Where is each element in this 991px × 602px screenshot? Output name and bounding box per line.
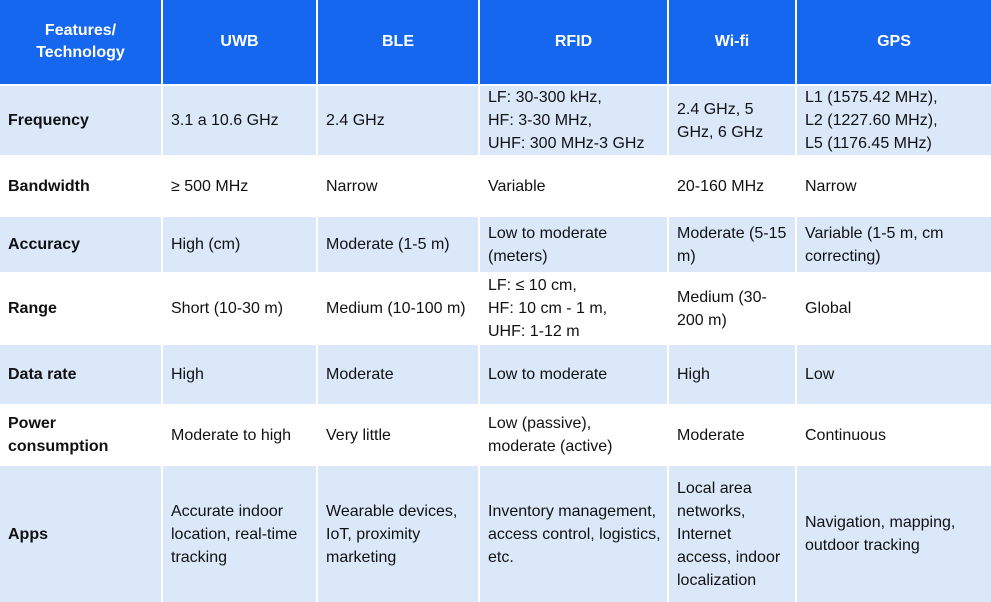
- row-data-rate: Data rate High Moderate Low to moderate …: [0, 343, 991, 404]
- cell-uwb: 3.1 a 10.6 GHz: [163, 84, 318, 155]
- cell-wifi: Local area networks, Internet access, in…: [669, 464, 797, 602]
- cell-wifi: Medium (30-200 m): [669, 272, 797, 343]
- cell-rfid: Low to moderate: [480, 343, 669, 404]
- cell-wifi: Moderate: [669, 404, 797, 464]
- row-label: Frequency: [0, 84, 163, 155]
- header-rfid: RFID: [480, 0, 669, 84]
- cell-gps: Global: [797, 272, 991, 343]
- cell-rfid: Inventory management, access control, lo…: [480, 464, 669, 602]
- cell-rfid: LF: 30-300 kHz, HF: 3-30 MHz, UHF: 300 M…: [480, 84, 669, 155]
- cell-gps: Low: [797, 343, 991, 404]
- cell-uwb: Moderate to high: [163, 404, 318, 464]
- cell-ble: Wearable devices, IoT, proximity marketi…: [318, 464, 480, 602]
- row-bandwidth: Bandwidth ≥ 500 MHz Narrow Variable 20-1…: [0, 155, 991, 215]
- cell-gps: Narrow: [797, 155, 991, 215]
- header-gps: GPS: [797, 0, 991, 84]
- cell-uwb: Accurate indoor location, real-time trac…: [163, 464, 318, 602]
- cell-ble: Medium (10-100 m): [318, 272, 480, 343]
- cell-ble: Narrow: [318, 155, 480, 215]
- header-uwb: UWB: [163, 0, 318, 84]
- cell-uwb: High: [163, 343, 318, 404]
- row-power-consumption: Power consumption Moderate to high Very …: [0, 404, 991, 464]
- cell-uwb: Short (10-30 m): [163, 272, 318, 343]
- row-label: Range: [0, 272, 163, 343]
- cell-wifi: 2.4 GHz, 5 GHz, 6 GHz: [669, 84, 797, 155]
- cell-ble: Very little: [318, 404, 480, 464]
- cell-wifi: High: [669, 343, 797, 404]
- header-row: Features/ Technology UWB BLE RFID Wi-fi …: [0, 0, 991, 84]
- cell-rfid: LF: ≤ 10 cm, HF: 10 cm - 1 m, UHF: 1-12 …: [480, 272, 669, 343]
- row-frequency: Frequency 3.1 a 10.6 GHz 2.4 GHz LF: 30-…: [0, 84, 991, 155]
- cell-rfid: Variable: [480, 155, 669, 215]
- header-wifi: Wi-fi: [669, 0, 797, 84]
- cell-uwb: ≥ 500 MHz: [163, 155, 318, 215]
- row-label: Accuracy: [0, 215, 163, 272]
- cell-uwb: High (cm): [163, 215, 318, 272]
- header-features: Features/ Technology: [0, 0, 163, 84]
- cell-wifi: 20-160 MHz: [669, 155, 797, 215]
- cell-gps: L1 (1575.42 MHz), L2 (1227.60 MHz), L5 (…: [797, 84, 991, 155]
- cell-gps: Navigation, mapping, outdoor tracking: [797, 464, 991, 602]
- cell-ble: 2.4 GHz: [318, 84, 480, 155]
- row-label: Power consumption: [0, 404, 163, 464]
- row-label: Data rate: [0, 343, 163, 404]
- cell-gps: Continuous: [797, 404, 991, 464]
- cell-gps: Variable (1-5 m, cm correcting): [797, 215, 991, 272]
- cell-rfid: Low (passive), moderate (active): [480, 404, 669, 464]
- cell-rfid: Low to moderate (meters): [480, 215, 669, 272]
- cell-wifi: Moderate (5-15 m): [669, 215, 797, 272]
- row-range: Range Short (10-30 m) Medium (10-100 m) …: [0, 272, 991, 343]
- cell-ble: Moderate (1-5 m): [318, 215, 480, 272]
- row-apps: Apps Accurate indoor location, real-time…: [0, 464, 991, 602]
- cell-ble: Moderate: [318, 343, 480, 404]
- row-accuracy: Accuracy High (cm) Moderate (1-5 m) Low …: [0, 215, 991, 272]
- header-ble: BLE: [318, 0, 480, 84]
- row-label: Apps: [0, 464, 163, 602]
- row-label: Bandwidth: [0, 155, 163, 215]
